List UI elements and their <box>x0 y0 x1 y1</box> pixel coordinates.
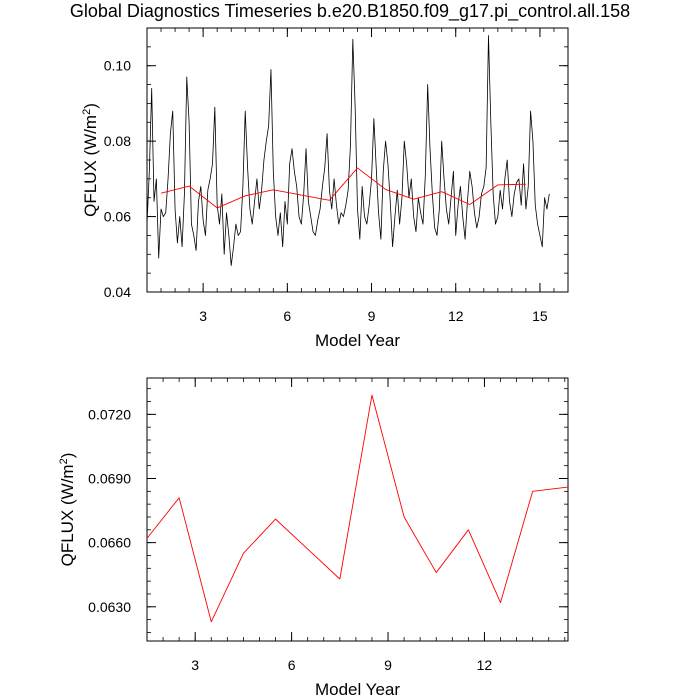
x-tick-label: 12 <box>477 657 493 673</box>
y-axis-label: QFLUX (W/m2) <box>58 453 77 567</box>
bottom-panel: 3 6 9 12 0.0630 0.0660 0.0690 0.0720 Model Year Q… <box>58 377 569 699</box>
x-tick-label: 6 <box>283 308 291 324</box>
annual-mean-series-line-points <box>161 167 526 208</box>
y-tick-label: 0.04 <box>104 284 131 300</box>
minor-ticks <box>146 378 568 641</box>
x-axis-label: Model Year <box>315 331 400 350</box>
y-tick-label: 0.0720 <box>88 406 131 422</box>
x-tick-label: 6 <box>288 657 296 673</box>
y-tick-label: 0.0660 <box>88 535 131 551</box>
annual-mean-series-line <box>146 394 569 623</box>
monthly-series-line-points <box>146 35 550 266</box>
y-axis-label: QFLUX (W/m2) <box>81 103 100 217</box>
plot-frame <box>146 377 569 642</box>
x-tick-label: 9 <box>368 308 376 324</box>
minor-ticks <box>146 27 569 293</box>
x-tick-label: 3 <box>199 308 207 324</box>
y-tick-label: 0.08 <box>104 133 131 149</box>
annual-mean-series-line-points <box>146 395 569 622</box>
top-panel: 3 6 9 12 15 0.04 0.06 0.08 0.10 Model Year QFLUX (… <box>81 27 569 350</box>
y-tick-label: 0.0690 <box>88 470 131 486</box>
chart-title: Global Diagnostics Timeseries b.e20.B185… <box>69 1 631 21</box>
annual-mean-series-line <box>160 167 526 209</box>
plot-frame <box>146 27 569 293</box>
y-tick-label: 0.10 <box>104 58 131 74</box>
y-tick-label: 0.0630 <box>88 599 131 615</box>
monthly-series-line <box>146 35 550 267</box>
x-axis-label: Model Year <box>315 680 400 699</box>
x-tick-label: 15 <box>532 308 548 324</box>
y-tick-label: 0.06 <box>104 209 131 225</box>
x-tick-label: 3 <box>191 657 199 673</box>
x-tick-label: 9 <box>384 657 392 673</box>
x-tick-label: 12 <box>448 308 464 324</box>
